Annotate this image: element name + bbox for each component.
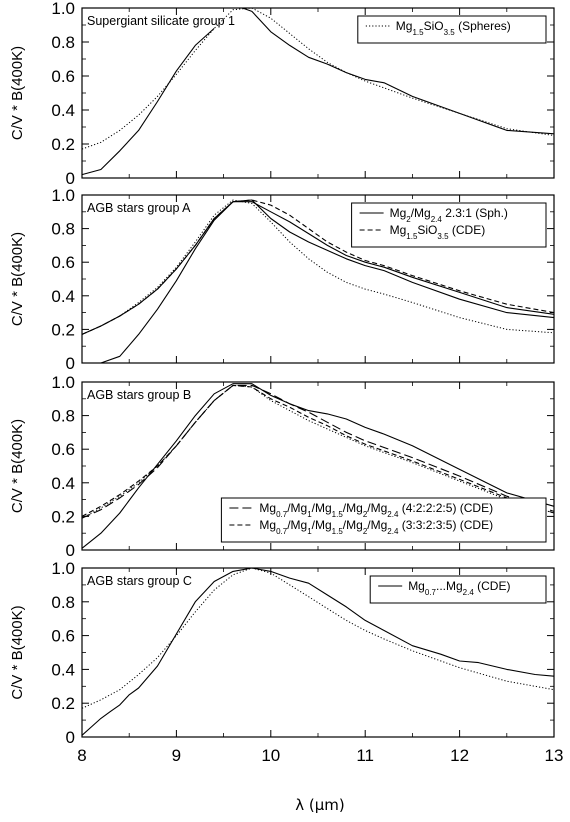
x-tick-label: 12 — [450, 746, 469, 765]
legend-box — [357, 15, 547, 44]
legend-label: Mg1.5SiO3.5 (Spheres) — [396, 19, 511, 37]
y-tick-label: 0 — [66, 728, 75, 747]
series-line-1 — [81, 27, 215, 176]
panel-3: 0 0.2 0.4 0.6 0.8 1.0 C/V * B(400K) AGB stars g… — [9, 373, 555, 560]
y-tick-label: 1.0 — [51, 373, 75, 392]
panel-title: AGB stars group B — [87, 388, 191, 402]
panel-title: AGB stars group A — [87, 201, 191, 215]
y-tick-label: 0 — [66, 169, 75, 188]
y-tick-label: 0.8 — [51, 220, 75, 239]
y-tick-label: 0.8 — [51, 593, 75, 612]
y-tick-label: 0 — [66, 354, 75, 373]
series-line-1 — [100, 199, 555, 364]
series-line-3 — [81, 199, 555, 335]
x-axis-label: λ (μm) — [295, 796, 345, 814]
panel-4: 0 0.2 0.4 0.6 0.8 1.0 8 9 10 11 12 13 C/V * B(400K) A… — [9, 559, 563, 765]
panel-title: Supergiant silicate group 1 — [87, 14, 235, 28]
legend: Mg0.7...Mg2.4 (CDE) — [369, 575, 547, 604]
y-tick-label: 0.4 — [51, 101, 75, 120]
series-line-3 — [242, 7, 555, 135]
y-tick-label: 0.6 — [51, 253, 75, 272]
y-tick-label: 1.0 — [51, 186, 75, 205]
panel-2: 0 0.2 0.4 0.6 0.8 1.0 C/V * B(400K) AGB stars g… — [9, 186, 555, 373]
x-tick-label: 11 — [356, 746, 374, 765]
series-line-2 — [81, 567, 555, 709]
y-tick-label: 0 — [66, 541, 75, 560]
y-tick-label: 0.4 — [51, 474, 75, 493]
y-axis-label: C/V * B(400K) — [9, 232, 26, 326]
legend-label: Mg0.7/Mg1/Mg1.5/Mg2/Mg2.4 (4:2:2:2:5) (C… — [259, 501, 493, 519]
panel-title: AGB stars group C — [87, 574, 192, 588]
y-tick-label: 0.8 — [51, 407, 75, 426]
y-axis-label: C/V * B(400K) — [9, 46, 26, 140]
legend-label: Mg0.7...Mg2.4 (CDE) — [408, 579, 510, 597]
y-tick-label: 0.6 — [51, 440, 75, 459]
series-line-1 — [81, 383, 555, 549]
series-line-3 — [81, 384, 555, 517]
legend-label: Mg0.7/Mg1/Mg1.5/Mg2/Mg2.4 (3:3:2:3:5) (C… — [259, 518, 493, 536]
y-tick-label: 1.0 — [51, 0, 75, 18]
panel-1: 0 0.2 0.4 0.6 0.8 1.0 C/V * B(400K) Supergiant … — [9, 0, 555, 188]
legend-box — [369, 575, 547, 604]
y-tick-label: 0.6 — [51, 627, 75, 646]
y-tick-label: 0.2 — [51, 694, 75, 713]
legend: Mg1.5SiO3.5 (Spheres) — [357, 15, 547, 44]
y-tick-label: 0.2 — [51, 135, 75, 154]
y-axis-label: C/V * B(400K) — [9, 419, 26, 513]
series-line-2 — [81, 384, 555, 519]
x-tick-label: 10 — [261, 746, 280, 765]
x-tick-label: 8 — [77, 746, 86, 765]
series-line-1 — [81, 567, 555, 736]
legend: Mg0.7/Mg1/Mg1.5/Mg2/Mg2.4 (4:2:2:2:5) (C… — [220, 497, 547, 543]
legend-box — [351, 202, 547, 248]
x-tick-label: 9 — [172, 746, 181, 765]
legend-label: Mg1.5SiO3.5 (CDE) — [390, 223, 486, 241]
legend-box — [220, 497, 547, 543]
y-tick-label: 0.2 — [51, 507, 75, 526]
y-tick-label: 0.6 — [51, 67, 75, 86]
y-axis-label: C/V * B(400K) — [9, 605, 26, 699]
legend: Mg2/Mg2.4 2.3:1 (Sph.)Mg1.5SiO3.5 (CDE) — [351, 202, 547, 248]
y-tick-label: 0.8 — [51, 33, 75, 52]
legend-label: Mg2/Mg2.4 2.3:1 (Sph.) — [390, 206, 508, 224]
x-tick-label: 13 — [545, 746, 564, 765]
y-tick-label: 0.4 — [51, 660, 75, 679]
y-tick-label: 1.0 — [51, 559, 75, 578]
y-tick-label: 0.2 — [51, 320, 75, 339]
y-tick-label: 0.4 — [51, 287, 75, 306]
